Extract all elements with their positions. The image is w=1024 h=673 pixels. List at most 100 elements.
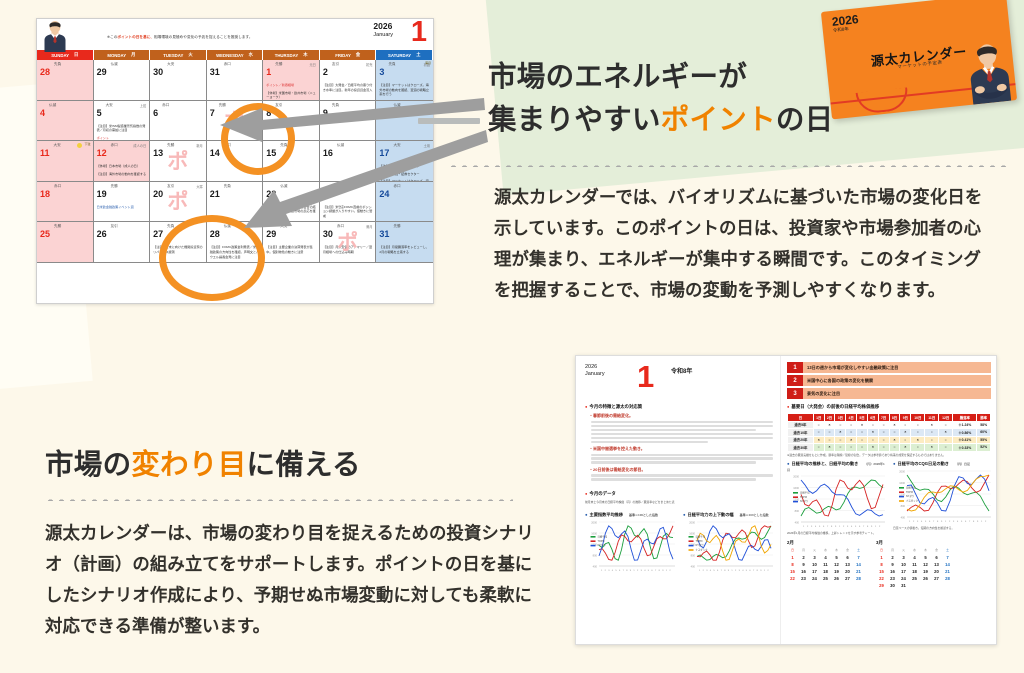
mini-day[interactable]: 21 <box>856 568 861 574</box>
mini-day[interactable]: 22 <box>879 575 884 581</box>
mini-day[interactable]: 15 <box>879 568 884 574</box>
mini-day[interactable]: 20 <box>845 568 850 574</box>
mini-day[interactable]: 18 <box>823 568 828 574</box>
mini-day[interactable]: 1 <box>880 554 883 560</box>
mini-day[interactable]: 3 <box>813 554 816 560</box>
table-cell: ○ <box>845 420 858 429</box>
calendar-day-30[interactable]: 30赤口 満月 【注目】月末安値のアノマリー／翌月相場への仕込み時期ポ <box>319 222 377 263</box>
mini-day[interactable]: 8 <box>880 561 883 567</box>
mini-day[interactable]: 30 <box>890 582 895 588</box>
mini-day[interactable]: 31 <box>901 582 906 588</box>
mini-day[interactable]: 27 <box>845 575 850 581</box>
mini-day[interactable]: 3 <box>902 554 905 560</box>
mini-day[interactable]: 11 <box>823 561 828 567</box>
report-document-preview[interactable]: 2026 January 1 令和8年 今月の特徴と源太の対応策 春節前後の需給… <box>575 355 997 645</box>
table-cell: × <box>845 435 858 444</box>
mini-day[interactable]: 27 <box>934 575 939 581</box>
mini-day[interactable]: 28 <box>945 575 950 581</box>
mini-day[interactable]: 6 <box>935 554 938 560</box>
calendar-day-25[interactable]: 25先勝 <box>37 222 94 263</box>
mini-day[interactable]: 5 <box>924 554 927 560</box>
mini-day[interactable]: 20 <box>934 568 939 574</box>
mini-day[interactable]: 24 <box>901 575 906 581</box>
mini-day[interactable]: 2 <box>891 554 894 560</box>
mini-day[interactable]: 12 <box>923 561 928 567</box>
mini-day[interactable]: 14 <box>945 561 950 567</box>
text-line-placeholder <box>591 432 774 435</box>
calendar-day-26[interactable]: 26友引 <box>93 222 151 263</box>
key-points-list: 1 13日の週から市場が変化しやすい金融政策に注目 2 米国中心に各国の政策の変化を観… <box>787 362 991 399</box>
calendar-day-12[interactable]: 12赤口 成人の日 【休場】日本市場（成人の日） 【注目】海外市場の動向を確認する <box>93 141 151 182</box>
mini-day[interactable]: 24 <box>812 575 817 581</box>
calendar-day-29[interactable]: 29仏滅 <box>93 60 151 101</box>
svg-text:1: 1 <box>839 526 841 528</box>
mini-day[interactable]: 22 <box>790 575 795 581</box>
mini-day[interactable]: 10 <box>901 561 906 567</box>
mini-day[interactable]: 19 <box>834 568 839 574</box>
day-number: 28 <box>40 67 51 77</box>
calendar-day-31[interactable]: 31先勝 【注目】月間騰落率をレビューし、2月の戦略を立案する <box>376 222 433 263</box>
mini-day[interactable]: 7 <box>946 554 949 560</box>
table-cell: ○ <box>812 428 825 437</box>
mini-day[interactable]: 15 <box>790 568 795 574</box>
mini-day[interactable]: 2 <box>802 554 805 560</box>
mini-day[interactable]: 9 <box>891 561 894 567</box>
table-column-header: 勝率 <box>976 413 991 422</box>
mini-day[interactable]: 4 <box>913 554 916 560</box>
mini-day[interactable]: 28 <box>856 575 861 581</box>
calendar-day-19[interactable]: 19先勝 日米欧金融政策イベント週 <box>93 181 151 223</box>
mini-day[interactable]: 25 <box>912 575 917 581</box>
mini-day[interactable]: 17 <box>812 568 817 574</box>
mini-day[interactable]: 13 <box>845 561 850 567</box>
mini-day[interactable]: 26 <box>834 575 839 581</box>
mini-day[interactable]: 5 <box>835 554 838 560</box>
bottom-heading: 市場の変わり目に備える <box>45 449 361 481</box>
day-rokuyo: 大安 <box>393 143 401 148</box>
mini-day[interactable]: 18 <box>912 568 917 574</box>
calendar-day-1[interactable]: 1先勝 元日 ポイント／新春相場 【休場】米国市場・欧州市場（ニューヨーク） <box>263 60 320 101</box>
calendar-day-11[interactable]: 11大安 下弦 <box>37 141 94 182</box>
calendar-day-31[interactable]: 31赤口 <box>206 60 264 101</box>
mini-day[interactable]: 7 <box>857 554 860 560</box>
mini-day[interactable]: 11 <box>912 561 917 567</box>
mini-day[interactable]: 8 <box>791 561 794 567</box>
mini-day[interactable]: 4 <box>824 554 827 560</box>
calendar-day-6[interactable]: 6赤口 <box>150 100 207 142</box>
calendar-day-18[interactable]: 18赤口 <box>37 181 94 223</box>
calendar-day-14[interactable]: 14友引 <box>206 141 264 182</box>
mini-day[interactable]: 26 <box>923 575 928 581</box>
mini-day[interactable]: 21 <box>945 568 950 574</box>
table-column-header: 5日 <box>856 413 868 422</box>
svg-text:1: 1 <box>699 570 701 572</box>
mini-day[interactable]: 29 <box>879 582 884 588</box>
mini-day[interactable]: 19 <box>923 568 928 574</box>
mini-day[interactable]: 1 <box>791 554 794 560</box>
mini-calendars[interactable]: 2月日月火水木金土 1 2 3 4 5 6 7 8 9 10 11 12 13 14 15 16 17 18 19 20… <box>787 540 991 589</box>
mini-day[interactable]: 12 <box>834 561 839 567</box>
mini-day[interactable]: 23 <box>890 575 895 581</box>
mini-calendar-2月[interactable]: 2月日月火水木金土 1 2 3 4 5 6 7 8 9 10 11 12 13 14 15 16 17 18 19 20… <box>787 540 864 589</box>
mini-day[interactable]: 16 <box>890 568 895 574</box>
mini-day[interactable]: 13 <box>934 561 939 567</box>
calendar-day-4[interactable]: 4仏滅 <box>37 100 94 142</box>
calendar-day-2[interactable]: 2友引 初売 【注目】大発会／日経平均の寄り付き水準に注目。新年の投資資金流入 <box>319 60 377 101</box>
mini-day[interactable]: 23 <box>801 575 806 581</box>
calendar-day-24[interactable]: 24赤口 <box>376 181 433 223</box>
calendar-booklet-cover[interactable]: 2026 令和8年 源太カレンダー マーケットの予定表 <box>820 0 1018 120</box>
calendar-day-3[interactable]: 3先負 初詣 満月 【注目】マーケットはクローズ。海外市場の動向を確認、翌週の戦略立案… <box>376 60 433 101</box>
mini-day[interactable]: 25 <box>823 575 828 581</box>
mini-day[interactable]: 10 <box>812 561 817 567</box>
mini-day[interactable]: 14 <box>856 561 861 567</box>
calendar-day-5[interactable]: 5大安 上弦 【注目】米ISM製造業景気指数の発表／月初の需給に注目 ポイント <box>93 100 151 142</box>
top-text-block: 市場のエネルギーが 集まりやすいポイントの日 <box>418 56 988 143</box>
mini-day[interactable]: 17 <box>901 568 906 574</box>
mini-day[interactable]: 16 <box>801 568 806 574</box>
mini-day[interactable]: 9 <box>802 561 805 567</box>
calendar-day-29[interactable]: 29大安 【注目】主要企業の決算発表が集中。個別物色の動きに注意 <box>263 222 320 263</box>
calendar-day-30[interactable]: 30大安 <box>150 60 207 101</box>
calendar-day-13[interactable]: 13先勝 新月ポ <box>150 141 207 182</box>
svg-text:9: 9 <box>630 570 632 572</box>
mini-day[interactable]: 6 <box>846 554 849 560</box>
calendar-day-28[interactable]: 28先負 <box>37 60 94 101</box>
mini-calendar-3月[interactable]: 3月日月火水木金土 1 2 3 4 5 6 7 8 9 10 11 12 13 14 15 16 17 18 19 20… <box>876 540 953 589</box>
